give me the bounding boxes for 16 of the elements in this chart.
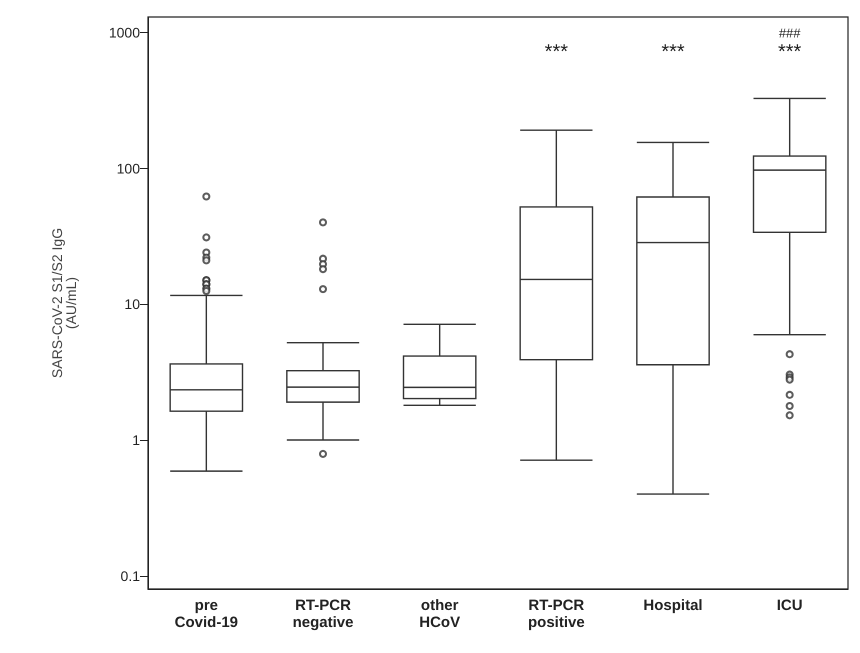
x-tick-label: pre Covid-19	[174, 597, 238, 631]
x-tick-label: other HCoV	[419, 597, 460, 631]
y-tick-label: 10	[124, 296, 140, 312]
x-tick-label: ICU	[776, 597, 803, 614]
y-axis-title: SARS-CoV-2 S1/S2 IgG (AU/mL)	[49, 228, 79, 378]
x-tick-label: RT-PCR positive	[528, 597, 585, 631]
annotation: ###	[778, 26, 802, 40]
y-tick-label: 0.1	[120, 568, 140, 584]
x-tick-label: RT-PCR negative	[292, 597, 354, 631]
y-tick-label: 1	[132, 432, 140, 448]
x-tick-label: Hospital	[643, 597, 703, 614]
y-tick-label: 1000	[108, 24, 140, 40]
annotation: ***	[661, 41, 685, 63]
y-tick-label: 100	[116, 160, 140, 176]
annotation: ***	[544, 41, 568, 63]
annotation: ***	[778, 41, 802, 63]
